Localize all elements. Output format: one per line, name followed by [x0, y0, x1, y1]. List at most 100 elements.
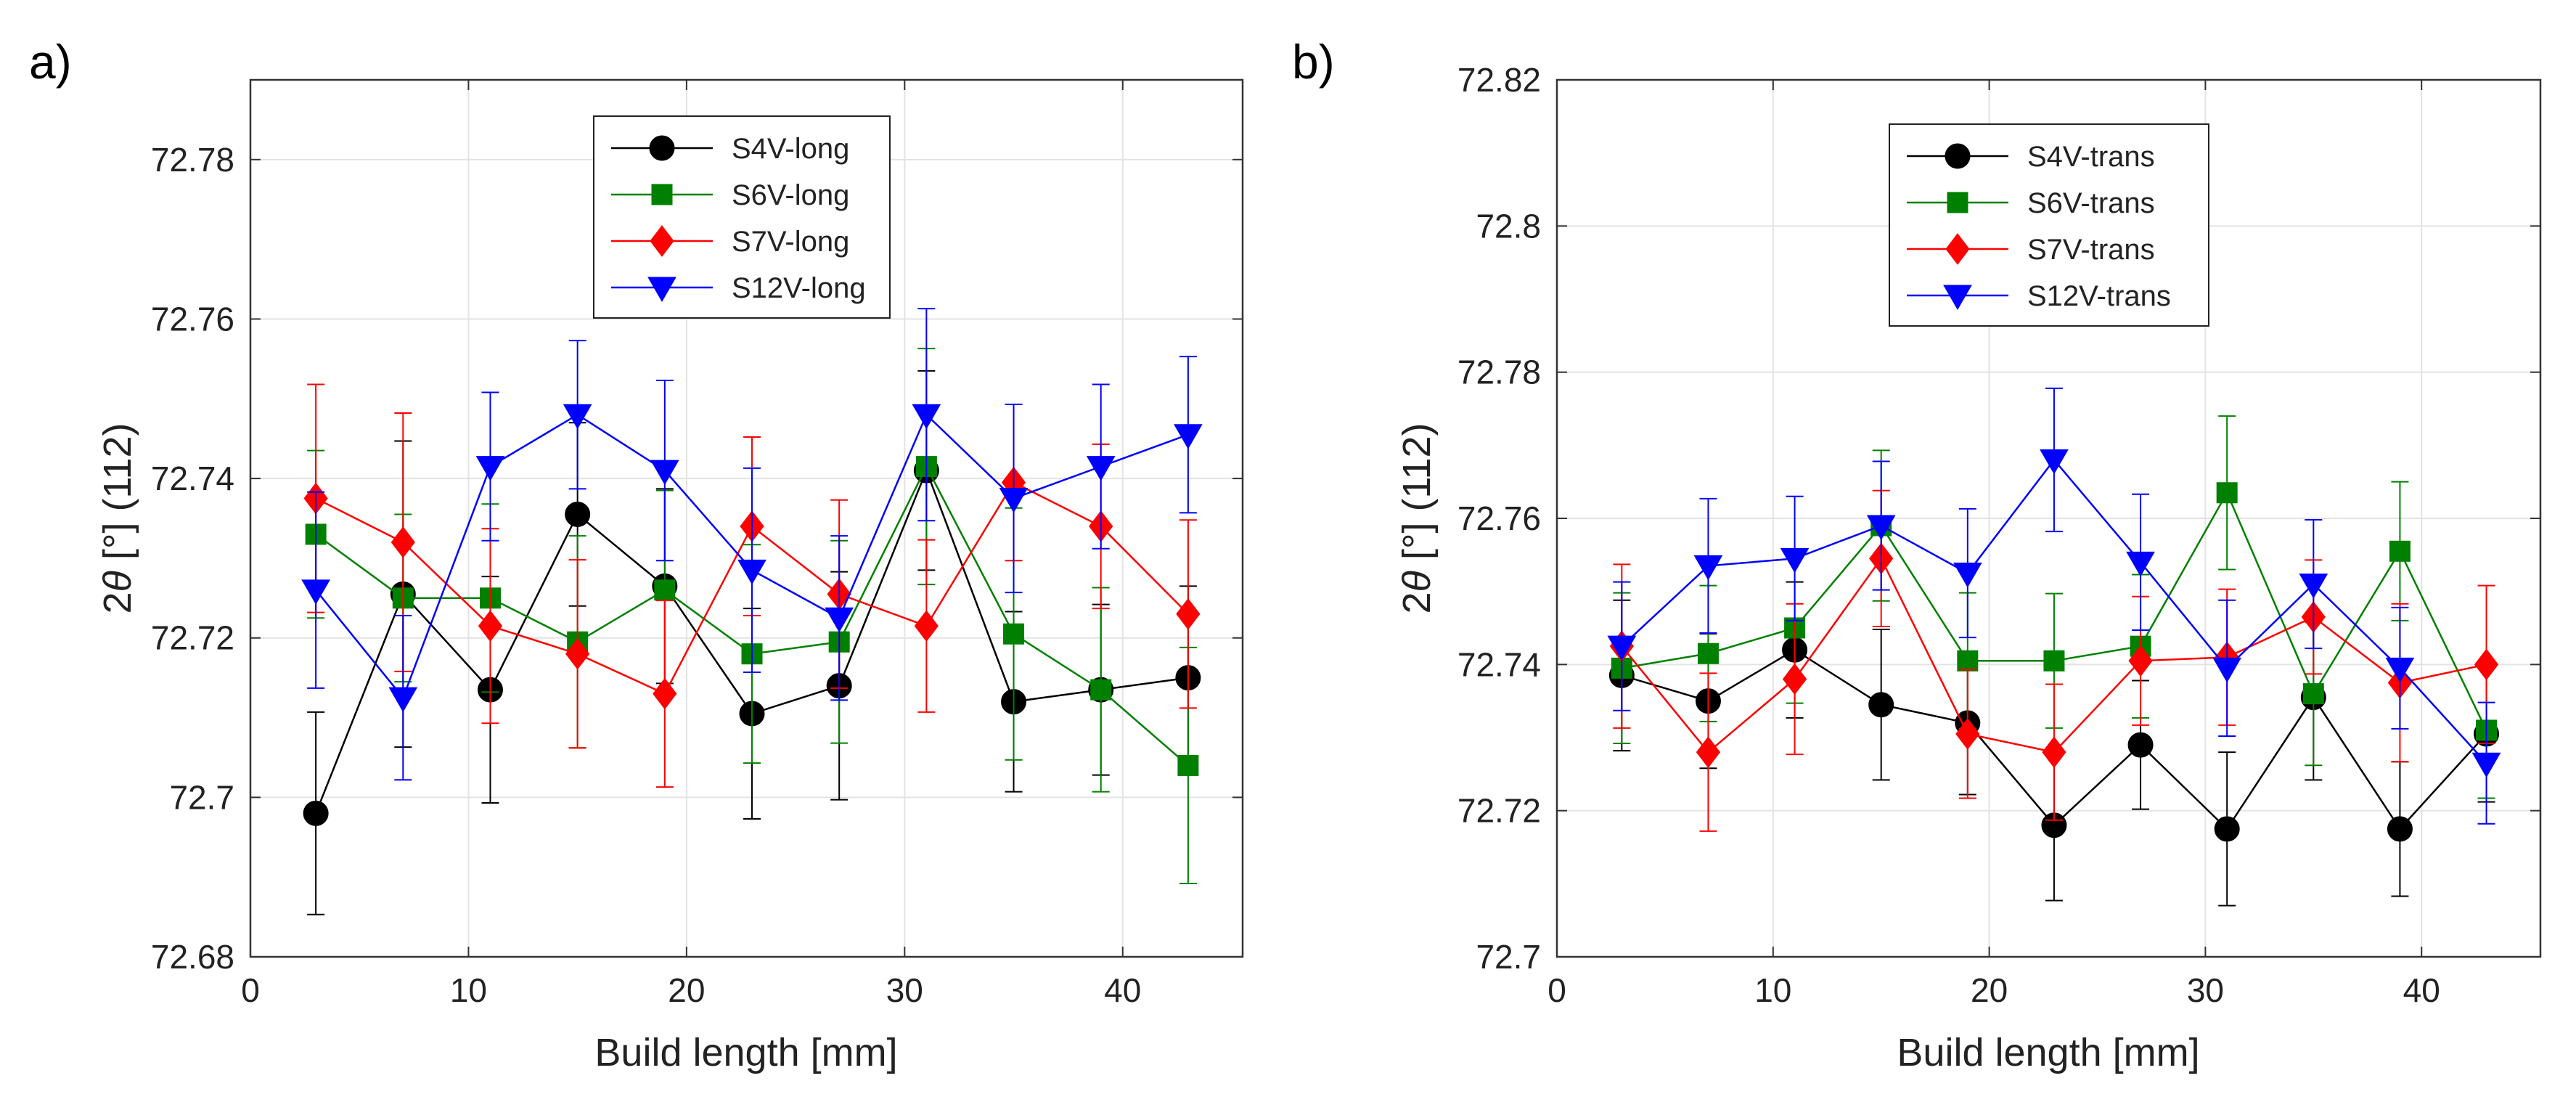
data-point [1955, 718, 1980, 750]
y-tick-label: 72.82 [1457, 61, 1541, 99]
data-point [1953, 563, 1982, 588]
data-point [565, 502, 591, 528]
data-point [301, 579, 330, 605]
data-point [478, 610, 503, 642]
data-point [2042, 736, 2066, 768]
data-point [1086, 456, 1116, 481]
legend-entry: S12V-long [732, 272, 866, 304]
legend-marker [649, 135, 675, 161]
data-point [2214, 816, 2240, 842]
data-point [2385, 657, 2415, 683]
data-point [1090, 679, 1112, 701]
legend-entry: S6V-long [732, 179, 849, 211]
data-point [999, 488, 1029, 513]
data-point [1174, 424, 1203, 449]
data-point [2389, 540, 2411, 562]
data-point [1697, 642, 1719, 664]
x-tick-label: 30 [2187, 971, 2224, 1009]
y-axis-label-prefix: 2 [96, 592, 139, 613]
x-tick-label: 10 [1754, 971, 1791, 1009]
legend-marker [1947, 192, 1968, 213]
data-point [914, 610, 939, 642]
data-point [563, 404, 592, 430]
data-point [2040, 449, 2069, 475]
data-point [1696, 736, 1721, 768]
y-tick-label: 72.8 [1476, 207, 1541, 245]
data-point [1868, 692, 1894, 718]
data-point [1176, 597, 1201, 630]
data-point [825, 607, 854, 633]
legend-entry: S6V-trans [2027, 187, 2155, 219]
y-tick-label: 72.74 [151, 460, 234, 497]
data-point [654, 579, 676, 601]
y-tick-label: 72.72 [151, 619, 234, 657]
y-axis-label-prefix: 2 [1395, 592, 1439, 613]
data-point [391, 526, 415, 558]
x-tick-label: 30 [886, 971, 923, 1009]
y-tick-label: 72.76 [1457, 499, 1541, 537]
data-point [1866, 515, 1896, 541]
y-axis-label: 2θ [°] (112) [96, 423, 139, 613]
y-axis-label-theta: θ [1395, 571, 1439, 592]
y-tick-label: 72.72 [1457, 792, 1541, 830]
legend-entry: S12V-trans [2027, 280, 2171, 312]
panel-label: b) [1292, 35, 1335, 89]
y-tick-label: 72.7 [169, 778, 234, 816]
legend-marker [1945, 143, 1971, 169]
data-point [1957, 650, 1979, 672]
series-S12V-trans [1607, 387, 2501, 825]
data-point [2387, 816, 2413, 842]
data-point [653, 677, 677, 710]
y-axis-label-suffix: [°] (112) [96, 423, 139, 571]
data-point [2126, 551, 2155, 577]
panel-b-chart: 0 10 20 30 40 72.7 72.72 72.74 72.76 72.78 72.8 72.… [1292, 35, 2542, 1074]
y-axis-label: 2θ [°] (112) [1395, 423, 1439, 613]
series-S12V-long [301, 308, 1203, 781]
data-point [1780, 547, 1810, 574]
x-tick-label: 20 [668, 971, 705, 1009]
data-point [2471, 752, 2501, 778]
series-S7V-trans [1609, 489, 2499, 832]
panel-a-chart: 0 10 20 30 40 72.68 72.7 72.72 72.74 72.76 72.78 Bu… [29, 35, 1244, 1074]
data-point [565, 637, 590, 670]
data-point [912, 404, 941, 430]
legend: S4V-long S6V-long S7V-long S12V-long [593, 115, 891, 319]
legend-box [593, 115, 891, 319]
data-point [650, 460, 679, 486]
x-tick-label: 0 [1547, 971, 1566, 1009]
legend-marker [651, 184, 673, 205]
legend: S4V-trans S6V-trans S7V-trans S12V-trans [1889, 123, 2209, 327]
x-tick-label: 0 [241, 971, 260, 1009]
legend-marker [647, 277, 676, 303]
y-tick-label: 72.78 [151, 141, 234, 179]
data-point [2127, 732, 2154, 758]
data-point [475, 456, 505, 481]
data-point [737, 559, 766, 585]
legend-box [1889, 123, 2209, 327]
x-tick-label: 40 [1104, 971, 1141, 1009]
y-axis-label-theta: θ [96, 571, 139, 592]
x-axis-label: Build length [mm] [594, 1031, 897, 1074]
y-axis-label-suffix: [°] (112) [1395, 423, 1439, 571]
panel-label: a) [29, 35, 72, 89]
data-point [388, 687, 418, 713]
y-tick-label: 72.78 [1457, 354, 1541, 391]
legend-entry: S7V-trans [2027, 234, 2155, 266]
x-tick-label: 40 [2403, 971, 2440, 1009]
data-point [1003, 623, 1025, 645]
legend-marker [650, 225, 674, 257]
data-point [1782, 663, 1807, 695]
data-point [2216, 482, 2238, 504]
y-tick-label: 72.7 [1476, 938, 1541, 976]
data-point [1607, 635, 1637, 661]
y-tick-label: 72.68 [151, 938, 234, 976]
data-point [2212, 657, 2242, 683]
legend-marker [1943, 285, 1972, 311]
data-point [2299, 574, 2328, 599]
data-point [303, 800, 329, 826]
legend-entry: S4V-long [732, 133, 849, 165]
data-point [1177, 754, 1199, 776]
x-tick-label: 10 [450, 971, 487, 1009]
legend-entry: S7V-long [732, 226, 849, 258]
